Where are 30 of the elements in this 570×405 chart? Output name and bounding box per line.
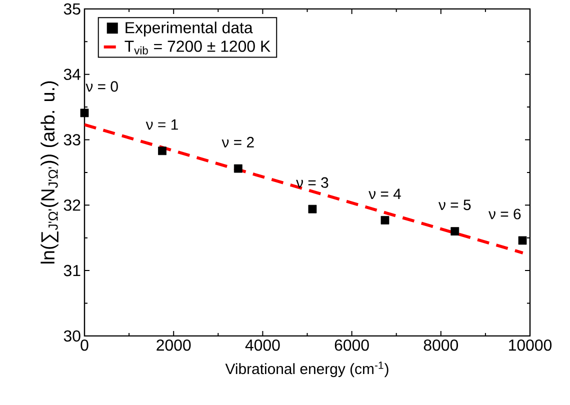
point xyxy=(380,216,390,224)
y-tick-label: 35 xyxy=(64,3,80,15)
legend-label: Experimental data xyxy=(126,22,253,36)
y-tick-label: 30 xyxy=(64,330,80,342)
x-tick-label: 8000 xyxy=(424,339,458,351)
point xyxy=(234,164,242,173)
x-tick-label: 6000 xyxy=(334,339,369,351)
y-tick-label: 32 xyxy=(64,200,80,211)
annotation: ν = 6 xyxy=(488,208,521,220)
x-tick-label: 0 xyxy=(80,339,88,351)
point xyxy=(450,227,460,236)
annotation: ν = 3 xyxy=(296,177,328,188)
x-tick-label: 4000 xyxy=(245,339,280,351)
point xyxy=(308,204,317,214)
annotation: ν = 4 xyxy=(368,188,401,200)
y-tick-label: 33 xyxy=(64,134,80,146)
point xyxy=(518,236,527,245)
point xyxy=(158,146,166,156)
x-tick-label: 2000 xyxy=(156,339,191,351)
annotation: ν = 0 xyxy=(86,81,118,92)
y-axis-title: ln(∑$_{J'Ω'}$(N$_{J'Ω'}$)) (arb. u.) xyxy=(40,81,58,264)
annotation: ν = 2 xyxy=(222,136,254,148)
x-axis-title: Vibrational energy (cm$^{-1}$) xyxy=(225,362,388,378)
point xyxy=(80,108,89,118)
annotation: ν = 5 xyxy=(438,200,471,210)
annotation: ν = 1 xyxy=(146,119,178,130)
x-tick-label: 10000 xyxy=(509,339,552,351)
legend-label: T$_{vib}$ = 7200 ± 1200 K xyxy=(124,40,270,54)
y-tick-label: 34 xyxy=(64,68,81,80)
y-tick-label: 31 xyxy=(64,264,80,276)
